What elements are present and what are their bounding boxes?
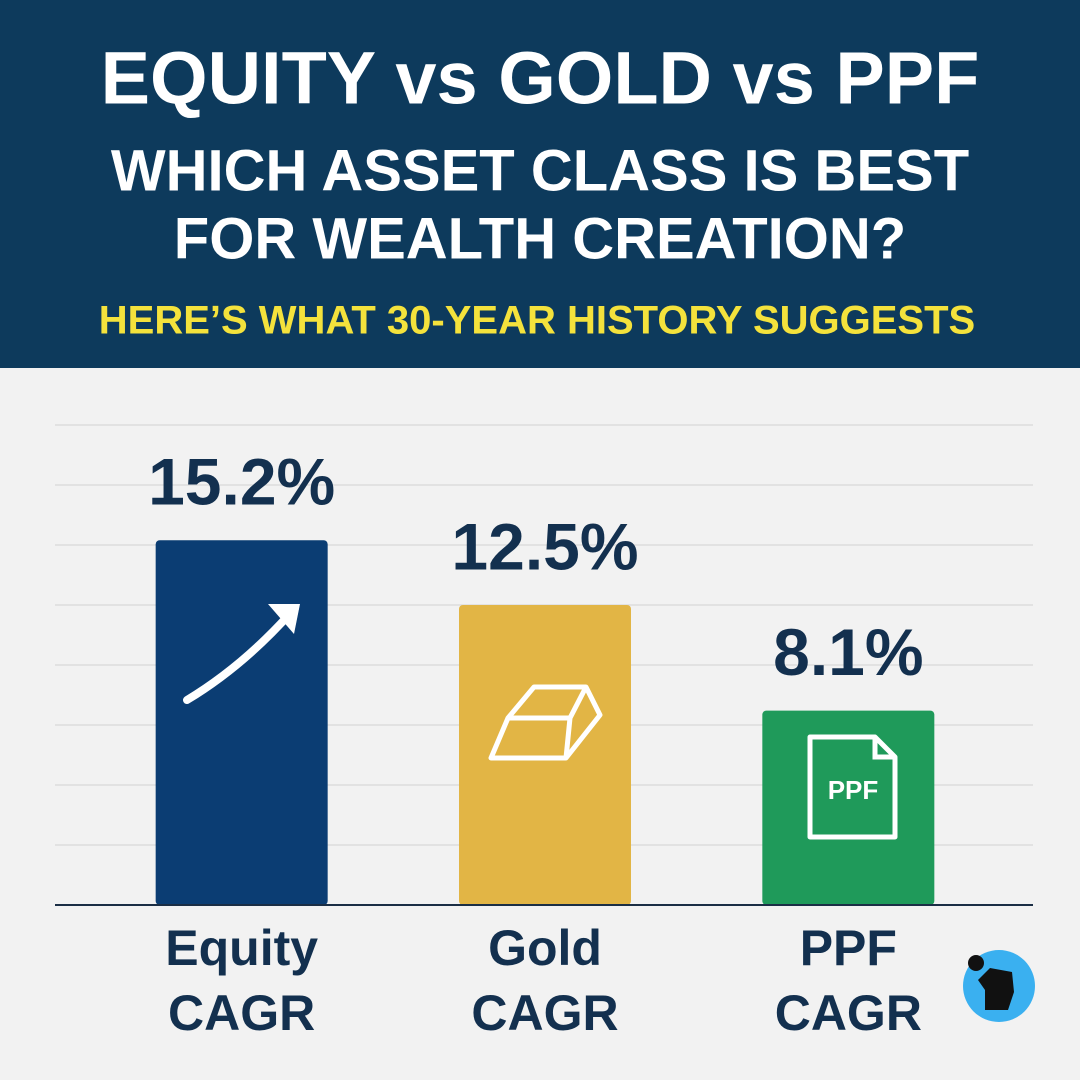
x-tick-label: Equity bbox=[165, 920, 318, 976]
plot: 15.2% Equity CAGR 12.5% Gold CAGR 8.1% PPF CAGR bbox=[55, 424, 1033, 1041]
x-tick-label: CAGR bbox=[168, 985, 315, 1041]
badge-icon bbox=[968, 955, 984, 971]
x-tick-label: PPF bbox=[800, 920, 897, 976]
header bbox=[0, 0, 1080, 368]
bar bbox=[762, 710, 935, 905]
document-icon-label: PPF bbox=[828, 775, 879, 805]
document-icon bbox=[872, 737, 895, 760]
value-label: 8.1% bbox=[773, 615, 923, 689]
tagline: HERE’S WHAT 30-YEAR HISTORY SUGGESTS bbox=[99, 299, 975, 343]
x-tick-label: CAGR bbox=[471, 985, 618, 1041]
x-tick-label: Gold bbox=[488, 920, 602, 976]
x-tick-label: CAGR bbox=[775, 985, 922, 1041]
bar bbox=[155, 540, 328, 905]
value-label: 15.2% bbox=[148, 445, 335, 519]
document-icon bbox=[807, 734, 898, 840]
chart-title: EQUITY vs GOLD vs PPF bbox=[101, 37, 980, 120]
subtitle: FOR WEALTH CREATION? bbox=[174, 206, 906, 271]
bar bbox=[459, 605, 631, 905]
badge-icon bbox=[978, 968, 1014, 1010]
subtitle: WHICH ASSET CLASS IS BEST bbox=[111, 138, 969, 203]
value-label: 12.5% bbox=[451, 509, 638, 583]
arrow-icon bbox=[268, 604, 300, 634]
gold-icon bbox=[488, 684, 603, 761]
